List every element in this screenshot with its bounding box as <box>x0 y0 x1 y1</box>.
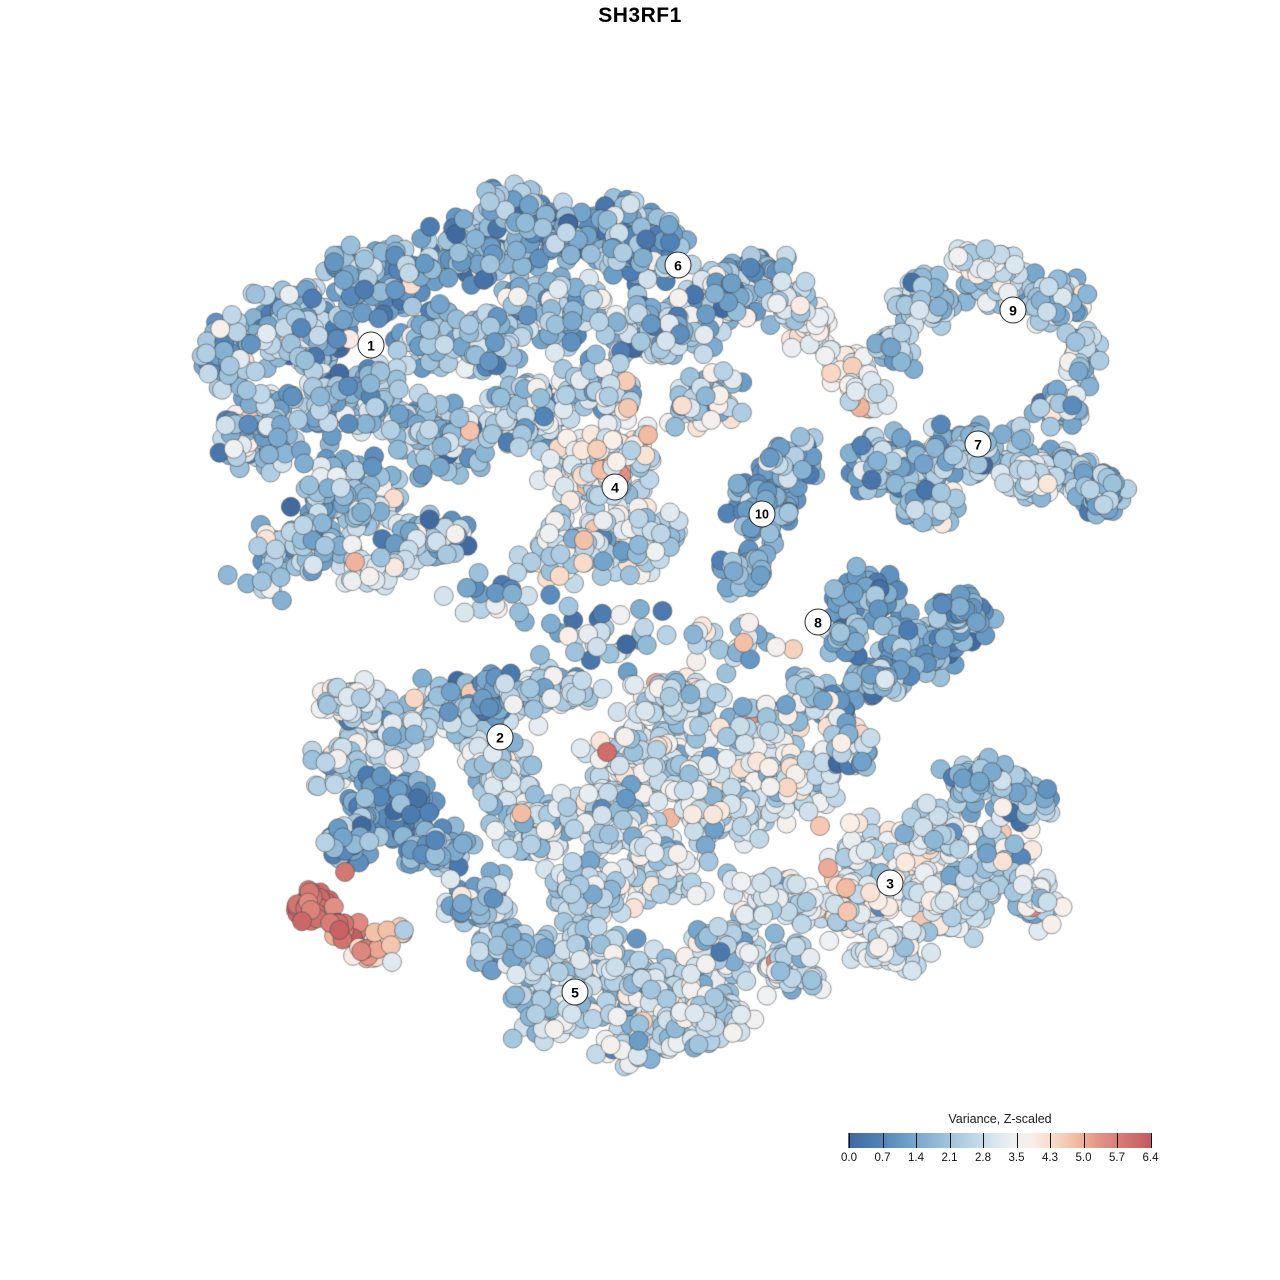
colorbar-gradient <box>848 1133 1152 1148</box>
colorbar-tick-label: 0.0 <box>841 1152 857 1164</box>
colorbar-tick-label: 6.4 <box>1142 1152 1159 1164</box>
cluster-label-2: 2 <box>486 723 514 751</box>
colorbar-tick-label: 0.7 <box>874 1152 891 1164</box>
colorbar-tick <box>849 1133 851 1148</box>
colorbar-tick-label: 1.4 <box>908 1152 924 1164</box>
colorbar-tick <box>916 1133 918 1148</box>
colorbar-tick <box>1150 1133 1152 1148</box>
colorbar-tick-label: 5.7 <box>1109 1152 1125 1164</box>
cluster-label-1: 1 <box>357 331 385 359</box>
cluster-label-5: 5 <box>561 978 589 1006</box>
colorbar-tick <box>949 1133 951 1148</box>
cluster-label-10: 10 <box>748 500 776 528</box>
cluster-label-6: 6 <box>664 251 692 279</box>
colorbar-title: Variance, Z-scaled <box>948 1112 1052 1126</box>
colorbar-tick <box>1117 1133 1119 1148</box>
colorbar-tick-label: 2.8 <box>975 1152 991 1164</box>
cluster-label-3: 3 <box>876 869 904 897</box>
colorbar-tick-label: 2.1 <box>941 1152 958 1164</box>
cluster-label-7: 7 <box>964 430 992 458</box>
cluster-label-4: 4 <box>601 473 629 501</box>
cluster-label-9: 9 <box>999 296 1027 324</box>
colorbar-tick <box>1083 1133 1085 1148</box>
colorbar-tick-label: 4.3 <box>1042 1152 1058 1164</box>
colorbar-tick-label: 5.0 <box>1075 1152 1092 1164</box>
cluster-label-8: 8 <box>804 608 832 636</box>
colorbar-tick <box>983 1133 985 1148</box>
colorbar-tick <box>882 1133 884 1148</box>
colorbar-tick <box>1050 1133 1052 1148</box>
colorbar-tick-label: 3.5 <box>1008 1152 1025 1164</box>
colorbar-tick <box>1016 1133 1018 1148</box>
